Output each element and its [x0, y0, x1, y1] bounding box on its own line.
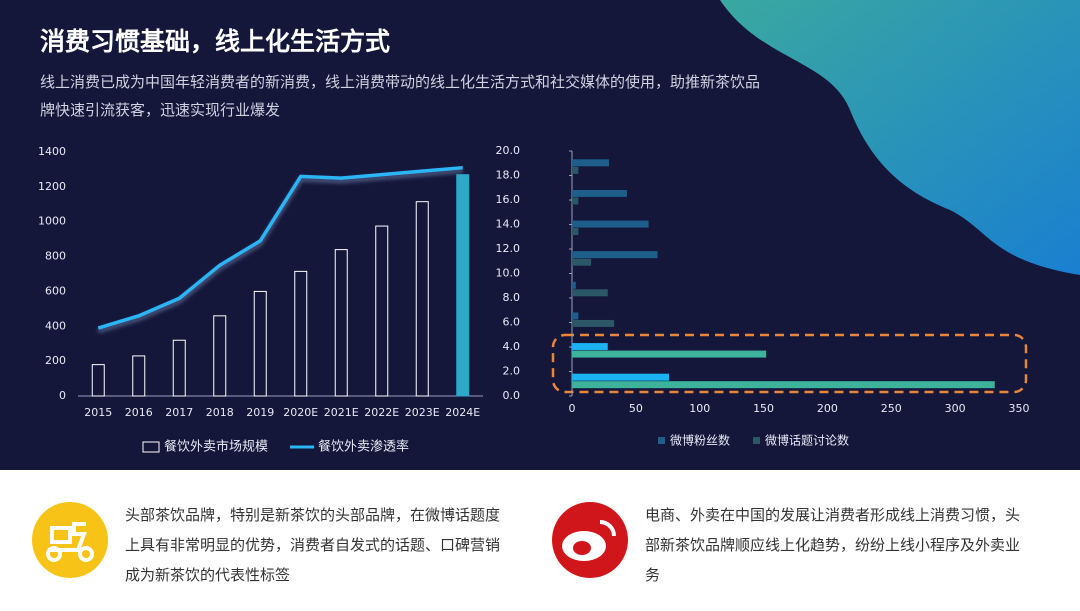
y-tick-label: 6.0 — [503, 316, 521, 329]
x-tick-label: 200 — [817, 402, 838, 415]
bar — [572, 159, 610, 167]
x-tick-label: 2015 — [84, 406, 112, 419]
x-tick-label: 2016 — [125, 406, 153, 419]
y-tick-label: 1200 — [38, 180, 66, 193]
x-tick-label: 50 — [629, 402, 643, 415]
bar — [572, 281, 576, 289]
bar — [375, 225, 389, 397]
legend-swatch — [142, 441, 160, 453]
y-tick-label: 400 — [45, 319, 66, 332]
bar — [132, 355, 146, 397]
y-tick-label: 200 — [45, 354, 66, 367]
wheel — [78, 546, 94, 562]
bar — [572, 289, 608, 297]
bar — [572, 220, 649, 228]
x-tick-label: 150 — [753, 402, 774, 415]
y-tick-label: 800 — [45, 250, 66, 263]
bar — [572, 228, 579, 236]
bar — [415, 201, 429, 397]
bar — [172, 339, 186, 397]
x-tick-label: 2017 — [165, 406, 193, 419]
subtitle: 线上消费已成为中国年轻消费者的新消费，线上消费带动的线上化生活方式和社交媒体的使… — [40, 73, 761, 119]
legend-label: 餐饮外卖市场规模 — [164, 439, 268, 455]
bar — [572, 166, 579, 174]
bar — [572, 197, 579, 205]
bar — [91, 364, 105, 397]
x-tick-label: 2023E — [405, 406, 440, 419]
bar — [572, 381, 995, 389]
bar — [572, 343, 608, 351]
bar — [572, 312, 579, 320]
bar — [253, 290, 267, 397]
icons — [32, 502, 628, 578]
legend-swatch — [658, 437, 665, 444]
x-tick-label: 300 — [945, 402, 966, 415]
y-tick-label: 2.0 — [503, 365, 521, 378]
note: 头部茶饮品牌，特别是新茶饮的头部品牌，在微博话题度上具有非常明显的优势，消费者自… — [125, 506, 501, 584]
bar — [456, 174, 470, 397]
x-tick-label: 350 — [1009, 402, 1030, 415]
y-tick-label: 1400 — [38, 145, 66, 158]
y-tick-label: 8.0 — [503, 291, 521, 304]
bar — [294, 270, 308, 397]
y-tick-label: 14.0 — [496, 218, 521, 231]
bar — [572, 319, 615, 327]
x-tick-label: 2022E — [364, 406, 399, 419]
x-tick-label: 2019 — [246, 406, 274, 419]
legend-label: 微博粉丝数 — [670, 433, 730, 448]
bar — [213, 315, 227, 397]
y-tick-label: 0 — [59, 389, 66, 402]
y-tick-label: 20.0 — [496, 144, 521, 157]
bar — [334, 249, 348, 397]
x-tick-label: 2021E — [324, 406, 359, 419]
y-tick-label: 18.0 — [496, 169, 521, 182]
y-tick-label: 0.0 — [503, 389, 521, 402]
y-tick-label: 4.0 — [503, 340, 521, 353]
x-tick-label: 250 — [881, 402, 902, 415]
bar — [572, 251, 658, 259]
line — [97, 165, 463, 330]
x-tick-label: 2018 — [206, 406, 234, 419]
bar — [572, 350, 767, 358]
x-tick-label: 2024E — [445, 406, 480, 419]
title: 消费习惯基础，线上化生活方式 — [40, 27, 391, 56]
weibo-wave — [599, 520, 616, 537]
bar — [572, 189, 627, 197]
y-tick-label: 10.0 — [496, 267, 521, 280]
y-tick-label: 600 — [45, 284, 66, 297]
y-tick-label: 16.0 — [496, 193, 521, 206]
scooter-shape — [48, 522, 87, 552]
y-tick-label: 1000 — [38, 215, 66, 228]
wheel — [46, 546, 62, 562]
x-tick-label: 2020E — [283, 406, 318, 419]
wave-decoration — [720, 0, 1080, 275]
x-tick-label: 0 — [569, 402, 576, 415]
weibo-eye — [573, 541, 591, 555]
legend-label: 微博话题讨论数 — [765, 433, 849, 448]
legend-label: 餐饮外卖渗透率 — [318, 439, 409, 455]
note: 电商、外卖在中国的发展让消费者形成线上消费习惯，头部新茶饮品牌顺应线上化趋势，纷… — [645, 506, 1021, 584]
bar — [572, 373, 670, 381]
bar — [572, 258, 592, 266]
legend-swatch — [753, 437, 760, 444]
highlight-box — [551, 333, 1028, 394]
y-tick-label: 12.0 — [496, 242, 521, 255]
x-tick-label: 100 — [689, 402, 710, 415]
